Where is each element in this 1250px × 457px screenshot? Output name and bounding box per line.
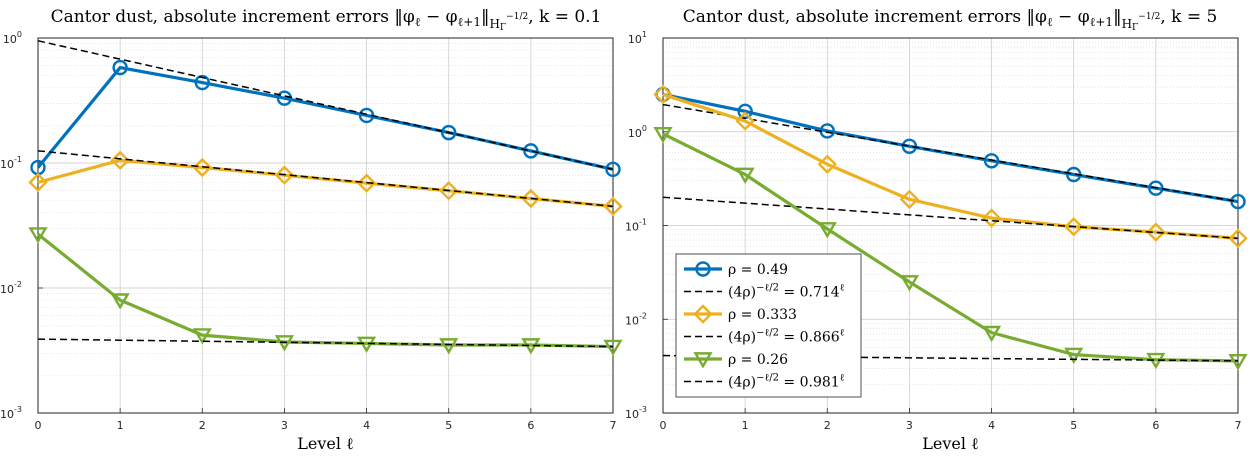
x-tick-label: 5 bbox=[445, 419, 452, 432]
y-tick-label: 10-2 bbox=[0, 280, 22, 296]
legend-label: ρ = 0.26 bbox=[728, 352, 788, 368]
data-point bbox=[28, 172, 48, 193]
legend-marker bbox=[693, 352, 713, 369]
data-point bbox=[653, 127, 673, 144]
x-axis-label: Level ℓ bbox=[922, 434, 979, 453]
data-point bbox=[1228, 228, 1248, 249]
legend-label: (4ρ)−ℓ/2 = 0.981ℓ bbox=[728, 373, 844, 391]
y-tick-label: 10-3 bbox=[625, 405, 647, 421]
data-point bbox=[439, 181, 459, 201]
data-point bbox=[112, 59, 128, 76]
data-point bbox=[192, 328, 212, 345]
data-point bbox=[653, 84, 673, 105]
data-point bbox=[735, 111, 755, 131]
data-point bbox=[356, 336, 377, 353]
legend-box bbox=[675, 253, 862, 398]
legend: ρ = 0.49 (4ρ)−ℓ/2 = 0.714ℓ ρ = 0.333 (4ρ)−ℓ… bbox=[675, 253, 862, 398]
data-point bbox=[1064, 347, 1084, 365]
x-axis-label: Level ℓ bbox=[297, 434, 354, 453]
data-point bbox=[441, 124, 457, 141]
x-tick-label: 3 bbox=[906, 419, 913, 432]
reference-line bbox=[662, 103, 1239, 203]
reference-line bbox=[37, 338, 614, 348]
data-point bbox=[521, 188, 541, 209]
data-point bbox=[735, 167, 755, 184]
x-tick-label: 3 bbox=[281, 419, 288, 432]
data-point bbox=[439, 338, 459, 355]
x-tick-label: 1 bbox=[742, 419, 749, 432]
y-tick-label: 10-1 bbox=[625, 218, 647, 234]
data-point bbox=[817, 222, 837, 239]
legend-label: ρ = 0.333 bbox=[728, 307, 797, 323]
reference-line bbox=[37, 150, 614, 208]
series-line bbox=[662, 132, 1239, 363]
chart-panel-right: Cantor dust, absolute increment errors ‖… bbox=[625, 7, 1248, 453]
axes-box bbox=[37, 37, 614, 414]
data-point bbox=[1230, 193, 1246, 210]
data-point bbox=[603, 339, 623, 357]
series-line bbox=[662, 92, 1239, 240]
y-tick-label: 101 bbox=[628, 30, 647, 46]
data-point bbox=[899, 275, 920, 292]
data-point bbox=[981, 208, 1002, 228]
x-tick-label: 7 bbox=[1235, 419, 1242, 432]
legend-label: (4ρ)−ℓ/2 = 0.866ℓ bbox=[728, 328, 844, 346]
data-point bbox=[356, 173, 377, 193]
data-point bbox=[276, 90, 293, 106]
chart-title: Cantor dust, absolute increment errors ‖… bbox=[51, 7, 602, 33]
x-tick-label: 6 bbox=[1152, 419, 1159, 432]
reference-line bbox=[662, 354, 1239, 362]
chart-panel-left: Cantor dust, absolute increment errors ‖… bbox=[0, 7, 623, 453]
data-point bbox=[605, 161, 621, 178]
x-tick-label: 5 bbox=[1070, 419, 1077, 432]
data-point bbox=[1228, 354, 1248, 371]
legend-label: (4ρ)−ℓ/2 = 0.714ℓ bbox=[728, 283, 844, 301]
data-point bbox=[901, 138, 918, 154]
chart-title: Cantor dust, absolute increment errors ‖… bbox=[683, 7, 1218, 33]
legend-label: ρ = 0.49 bbox=[728, 262, 788, 278]
data-point bbox=[1064, 217, 1084, 237]
data-point bbox=[28, 227, 48, 244]
x-tick-label: 0 bbox=[660, 419, 667, 432]
x-tick-label: 7 bbox=[610, 419, 617, 432]
data-point bbox=[523, 143, 539, 159]
x-tick-label: 4 bbox=[988, 419, 995, 432]
x-tick-label: 1 bbox=[117, 419, 124, 432]
data-point bbox=[194, 74, 210, 91]
y-tick-label: 10-2 bbox=[625, 311, 647, 327]
x-tick-label: 0 bbox=[35, 419, 42, 432]
x-tick-label: 2 bbox=[199, 419, 206, 432]
data-point bbox=[603, 196, 623, 217]
data-point bbox=[899, 189, 920, 210]
data-point bbox=[192, 157, 212, 178]
data-point bbox=[274, 165, 295, 185]
x-tick-label: 2 bbox=[824, 419, 831, 432]
data-point bbox=[983, 153, 1000, 169]
y-tick-label: 100 bbox=[3, 30, 22, 46]
data-point bbox=[110, 293, 130, 310]
y-tick-label: 100 bbox=[628, 124, 647, 140]
plot-area bbox=[38, 38, 613, 413]
data-point bbox=[1146, 222, 1166, 242]
x-tick-label: 4 bbox=[363, 419, 370, 432]
y-tick-label: 10-1 bbox=[0, 155, 22, 171]
data-point bbox=[981, 325, 1002, 343]
y-tick-label: 10-3 bbox=[0, 405, 22, 421]
data-point bbox=[817, 154, 837, 174]
reference-line bbox=[37, 40, 614, 171]
legend-marker bbox=[695, 261, 711, 277]
reference-line bbox=[662, 196, 1239, 240]
legend-marker bbox=[693, 304, 713, 324]
x-tick-label: 6 bbox=[527, 419, 534, 432]
